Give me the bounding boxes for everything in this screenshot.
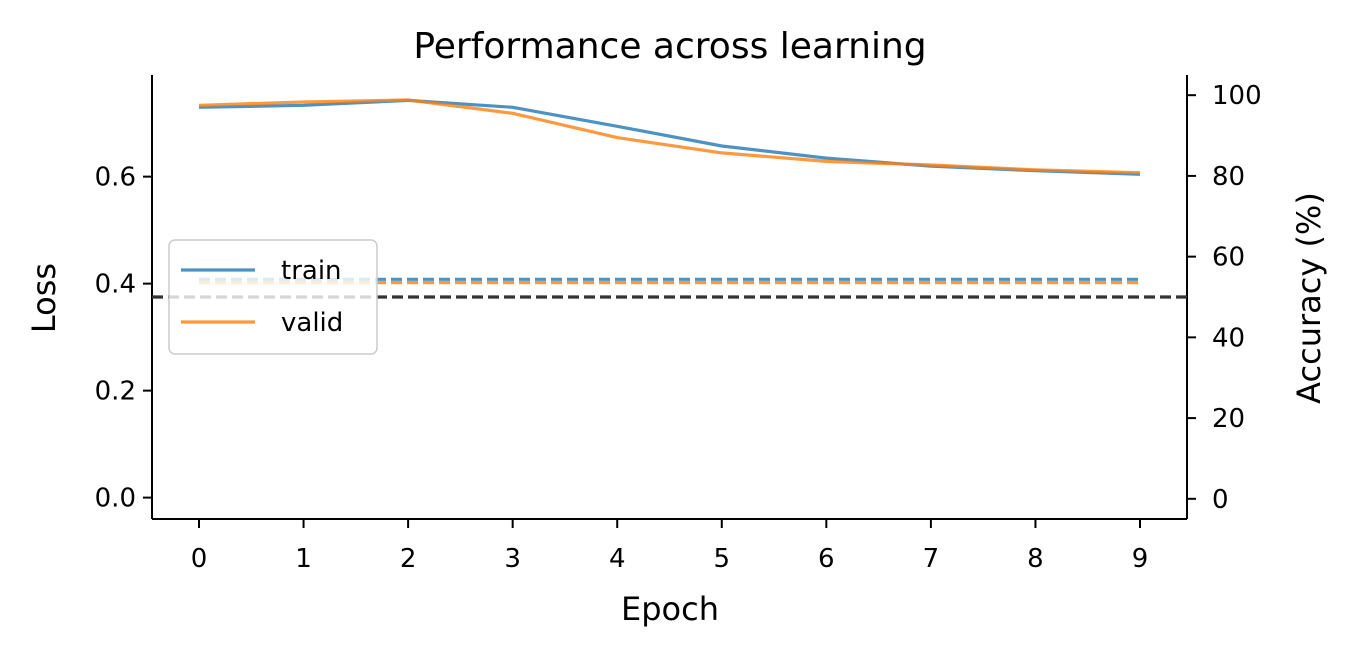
y-tick-label-left: 0.4	[95, 270, 136, 300]
series-line-3	[198, 98, 1141, 175]
x-tick-label: 8	[1027, 544, 1044, 574]
series-line-2	[198, 98, 1141, 176]
x-axis: 0 1 2 3 4 5 6 7 8 9	[191, 519, 1149, 574]
x-tick-label: 5	[714, 544, 731, 574]
y-tick-label-left: 0.2	[95, 377, 136, 407]
legend: train valid	[168, 239, 378, 355]
legend-label-valid: valid	[281, 308, 343, 338]
y-tick-label-left: 0.6	[95, 163, 136, 193]
x-tick-label: 7	[923, 544, 940, 574]
chart-title: Performance across learning	[413, 26, 926, 67]
y-tick-label-left: 0.0	[95, 484, 136, 514]
x-tick-label: 0	[191, 544, 208, 574]
legend-label-train: train	[281, 256, 342, 286]
y-tick-label-right: 0	[1212, 485, 1229, 515]
x-tick-label: 6	[818, 544, 835, 574]
y-axis-left: 0.0 0.2 0.4 0.6	[95, 163, 152, 514]
y-tick-label-right: 40	[1212, 323, 1245, 353]
y-axis-title-right: Accuracy (%)	[1290, 192, 1328, 404]
x-tick-label: 3	[504, 544, 521, 574]
x-axis-title: Epoch	[621, 590, 719, 628]
x-tick-label: 9	[1132, 544, 1149, 574]
plot-area	[151, 75, 1188, 520]
legend-frame	[168, 239, 378, 355]
x-tick-label: 2	[400, 544, 417, 574]
x-tick-label: 4	[609, 544, 626, 574]
y-tick-label-right: 60	[1212, 243, 1245, 273]
x-tick-label: 1	[295, 544, 312, 574]
y-axis-right: 0 20 40 60 80 100	[1187, 81, 1262, 515]
y-tick-label-right: 20	[1212, 404, 1245, 434]
y-axis-title-left: Loss	[25, 263, 63, 333]
y-tick-label-right: 80	[1212, 162, 1245, 192]
y-tick-label-right: 100	[1212, 81, 1262, 111]
